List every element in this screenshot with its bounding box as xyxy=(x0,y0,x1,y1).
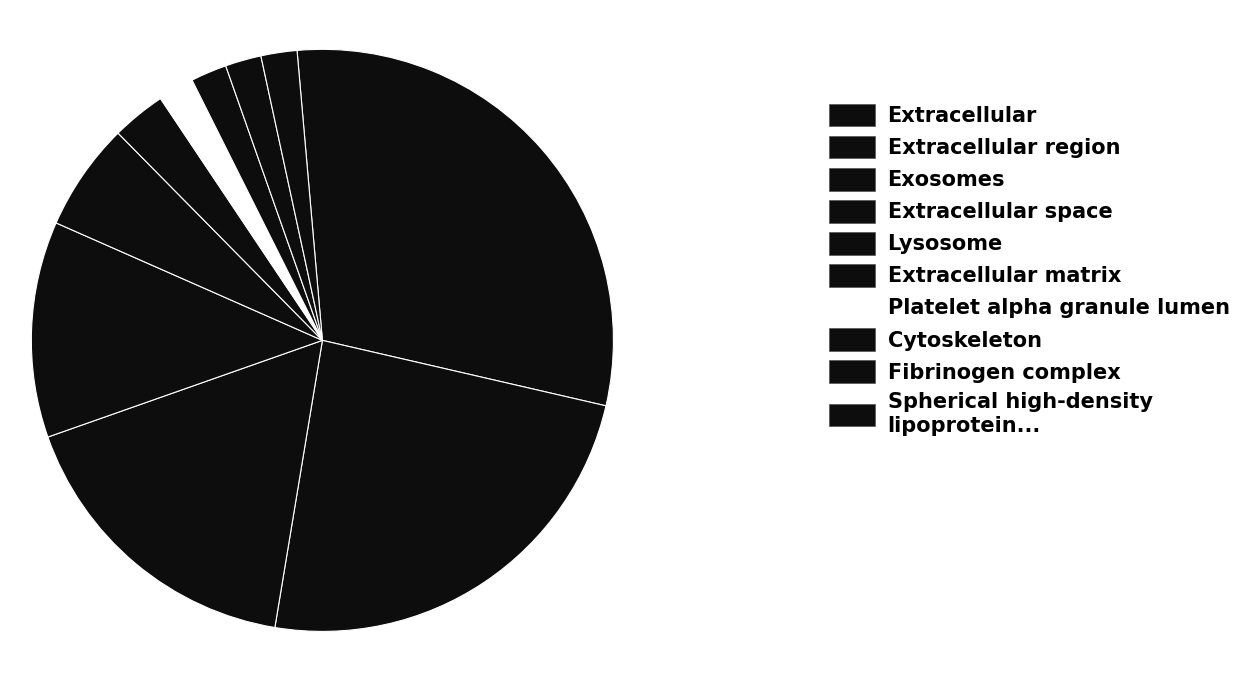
Wedge shape xyxy=(275,340,606,632)
Wedge shape xyxy=(31,223,322,437)
Wedge shape xyxy=(192,66,322,340)
Legend: Extracellular, Extracellular region, Exosomes, Extracellular space, Lysosome, Ex: Extracellular, Extracellular region, Exo… xyxy=(830,104,1230,435)
Wedge shape xyxy=(298,49,614,406)
Wedge shape xyxy=(260,51,322,340)
Wedge shape xyxy=(56,133,322,340)
Wedge shape xyxy=(48,340,322,627)
Wedge shape xyxy=(226,56,322,340)
Wedge shape xyxy=(118,98,322,340)
Wedge shape xyxy=(160,80,322,340)
